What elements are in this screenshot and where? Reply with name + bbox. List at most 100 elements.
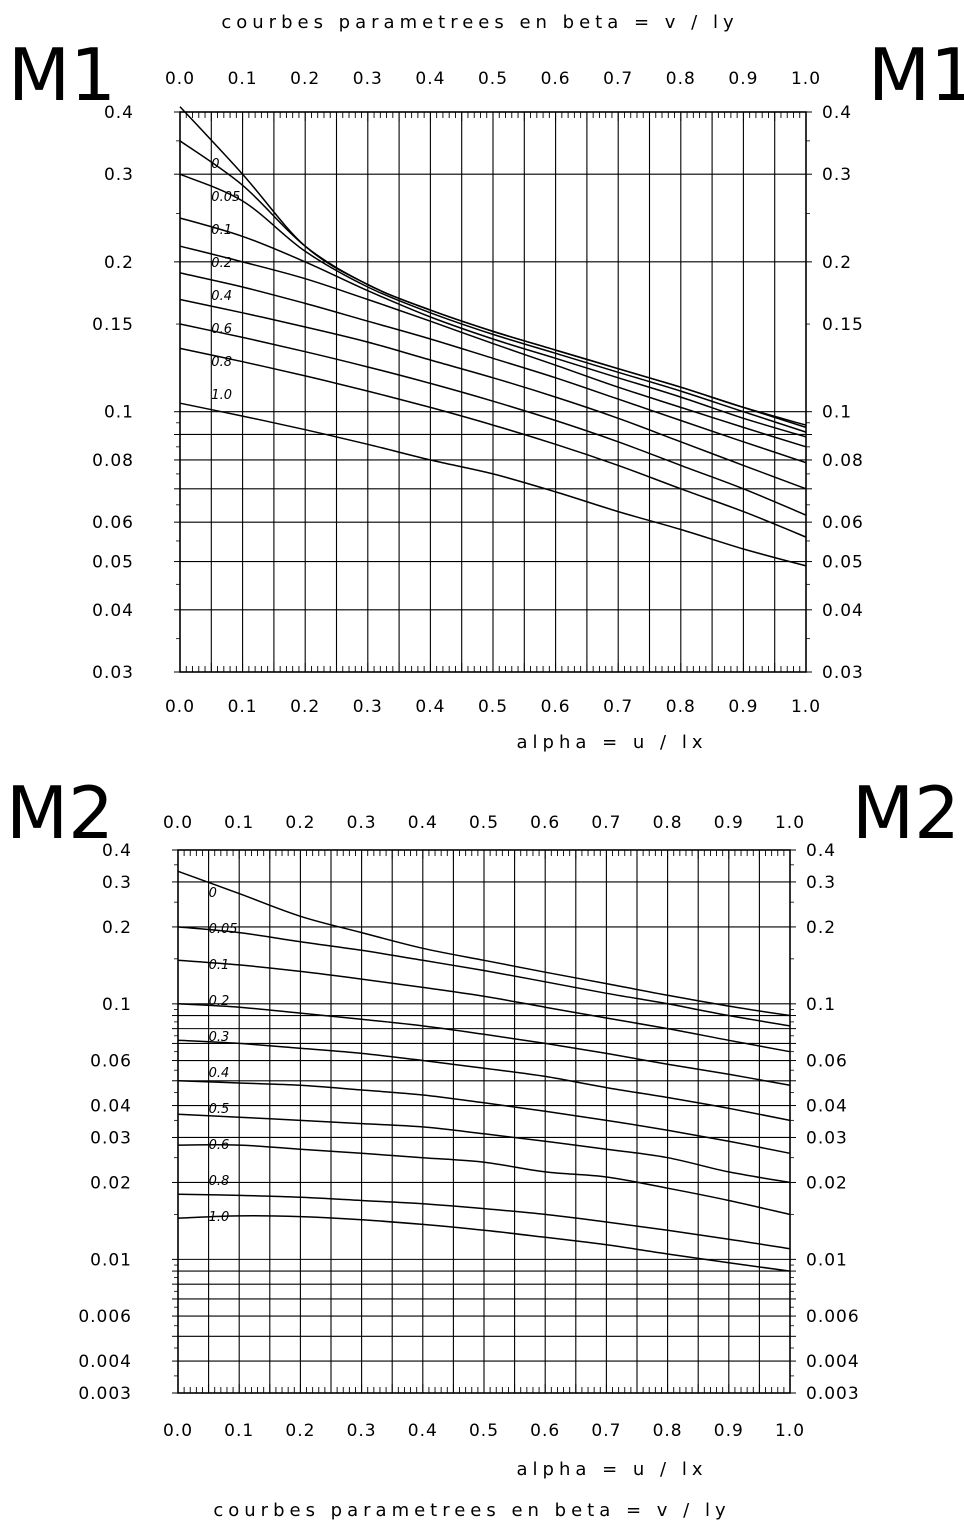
y-tick-label-right: 0.2 (806, 918, 836, 938)
x-tick-label-top: 0.8 (666, 69, 696, 89)
bottom-caption: courbes parametrees en beta = v / ly (213, 1500, 730, 1521)
x-tick-label-bottom: 0.6 (541, 697, 571, 717)
x-tick-label-bottom: 1.0 (775, 1421, 805, 1441)
x-tick-label-bottom: 0.8 (653, 1421, 683, 1441)
series-line-1 (177, 926, 791, 1027)
beta-parameter-label: 0.2 (209, 994, 230, 1009)
x-tick-label-top: 0.0 (163, 813, 193, 833)
beta-parameter-label: 0 (209, 886, 217, 901)
x-tick-label-bottom: 0.4 (415, 697, 445, 717)
x-axis-label: alpha = u / lx (517, 1459, 708, 1480)
x-tick-label-top: 0.6 (541, 69, 571, 89)
y-tick-label-left: 0.2 (102, 918, 132, 938)
x-tick-label-bottom: 0.9 (714, 1421, 744, 1441)
y-tick-label-right: 0.3 (806, 873, 836, 893)
y-tick-label-right: 0.04 (806, 1097, 848, 1117)
y-tick-label-left: 0.4 (104, 103, 134, 123)
series-line-7 (179, 323, 807, 516)
y-tick-label-right: 0.06 (822, 513, 864, 533)
x-tick-label-top: 1.0 (791, 69, 821, 89)
y-tick-label-left: 0.03 (90, 1128, 132, 1148)
x-tick-label-bottom: 0.7 (591, 1421, 621, 1441)
x-tick-label-bottom: 0.0 (165, 697, 195, 717)
panel-label-left: M1 (8, 33, 116, 117)
series-line-1 (179, 140, 807, 429)
beta-parameter-label: 0.5 (209, 1102, 230, 1117)
y-tick-label-right: 0.03 (822, 663, 864, 683)
beta-parameter-label: 1.0 (211, 388, 232, 403)
x-tick-label-bottom: 0.0 (163, 1421, 193, 1441)
series-line-8 (177, 1193, 791, 1250)
beta-parameter-label: 0 (211, 157, 219, 172)
beta-parameter-label: 1.0 (209, 1210, 230, 1225)
y-tick-label-left: 0.05 (92, 553, 134, 573)
beta-parameter-label: 0.8 (211, 355, 232, 370)
x-tick-label-top: 0.6 (530, 813, 560, 833)
y-tick-label-right: 0.01 (806, 1250, 848, 1270)
x-tick-label-top: 0.4 (408, 813, 438, 833)
x-tick-label-top: 0.2 (285, 813, 315, 833)
y-tick-label-left: 0.04 (90, 1097, 132, 1117)
x-tick-label-top: 0.9 (714, 813, 744, 833)
x-tick-label-bottom: 0.2 (285, 1421, 315, 1441)
chart-m1: M1 M1 0.0 0.0 0.1 0.1 0.2 0.2 0.3 0.3 0.4 0.4 0.5 0.5… (8, 33, 964, 753)
x-tick-label-bottom: 0.4 (408, 1421, 438, 1441)
x-tick-label-bottom: 0.6 (530, 1421, 560, 1441)
y-tick-label-left: 0.15 (92, 315, 134, 335)
chart-m2: M2 M2 0.0 0.0 0.1 0.1 0.2 0.2 0.3 0.3 0.4 0.4 0.5 0.5… (6, 771, 960, 1480)
series-line-0 (177, 870, 791, 1017)
x-tick-label-bottom: 0.9 (728, 697, 758, 717)
x-tick-label-bottom: 0.8 (666, 697, 696, 717)
x-tick-label-bottom: 0.1 (228, 697, 258, 717)
y-tick-label-right: 0.08 (822, 451, 864, 471)
y-tick-label-left: 0.003 (78, 1384, 132, 1404)
beta-parameter-label: 0.3 (209, 1030, 230, 1045)
y-tick-label-left: 0.02 (90, 1173, 132, 1193)
y-tick-label-right: 0.05 (822, 553, 864, 573)
x-tick-label-top: 0.5 (469, 813, 499, 833)
x-tick-label-bottom: 1.0 (791, 697, 821, 717)
y-tick-label-left: 0.004 (78, 1352, 132, 1372)
beta-parameter-label: 0.2 (211, 256, 232, 271)
x-tick-label-top: 0.0 (165, 69, 195, 89)
y-tick-label-left: 0.006 (78, 1307, 132, 1327)
x-tick-label-top: 0.1 (224, 813, 254, 833)
x-tick-label-top: 0.3 (353, 69, 383, 89)
y-tick-label-left: 0.03 (92, 663, 134, 683)
y-tick-label-right: 0.2 (822, 253, 852, 273)
series-line-4 (179, 245, 807, 448)
y-tick-label-left: 0.06 (92, 513, 134, 533)
x-tick-label-top: 0.1 (228, 69, 258, 89)
y-tick-label-left: 0.06 (90, 1052, 132, 1072)
y-tick-label-left: 0.01 (90, 1250, 132, 1270)
series-line-6 (177, 1113, 791, 1184)
x-tick-label-bottom: 0.2 (290, 697, 320, 717)
beta-parameter-label: 0.1 (209, 958, 230, 973)
x-tick-label-top: 0.7 (591, 813, 621, 833)
x-tick-label-bottom: 0.3 (347, 1421, 377, 1441)
y-tick-label-right: 0.003 (806, 1384, 860, 1404)
beta-parameter-label: 0.05 (209, 922, 238, 937)
series-line-5 (177, 1080, 791, 1155)
beta-parameter-label: 0.8 (209, 1174, 230, 1189)
series-line-2 (177, 959, 791, 1053)
beta-parameter-label: 0.6 (211, 322, 232, 337)
series-line-3 (177, 1003, 791, 1087)
y-tick-label-right: 0.1 (822, 403, 852, 423)
y-tick-label-right: 0.4 (806, 841, 836, 861)
y-tick-label-right: 0.3 (822, 165, 852, 185)
x-tick-label-top: 0.7 (603, 69, 633, 89)
x-tick-label-bottom: 0.1 (224, 1421, 254, 1441)
series-line-8 (179, 347, 807, 538)
y-tick-label-right: 0.004 (806, 1352, 860, 1372)
y-tick-label-right: 0.06 (806, 1052, 848, 1072)
y-tick-label-left: 0.3 (104, 165, 134, 185)
series-line-6 (179, 298, 807, 490)
y-tick-label-right: 0.006 (806, 1307, 860, 1327)
x-tick-label-top: 0.3 (347, 813, 377, 833)
x-tick-label-top: 0.4 (415, 69, 445, 89)
x-tick-label-bottom: 0.5 (469, 1421, 499, 1441)
series-line-3 (179, 217, 807, 438)
beta-parameter-label: 0.4 (209, 1066, 230, 1081)
series-line-4 (177, 1039, 791, 1122)
